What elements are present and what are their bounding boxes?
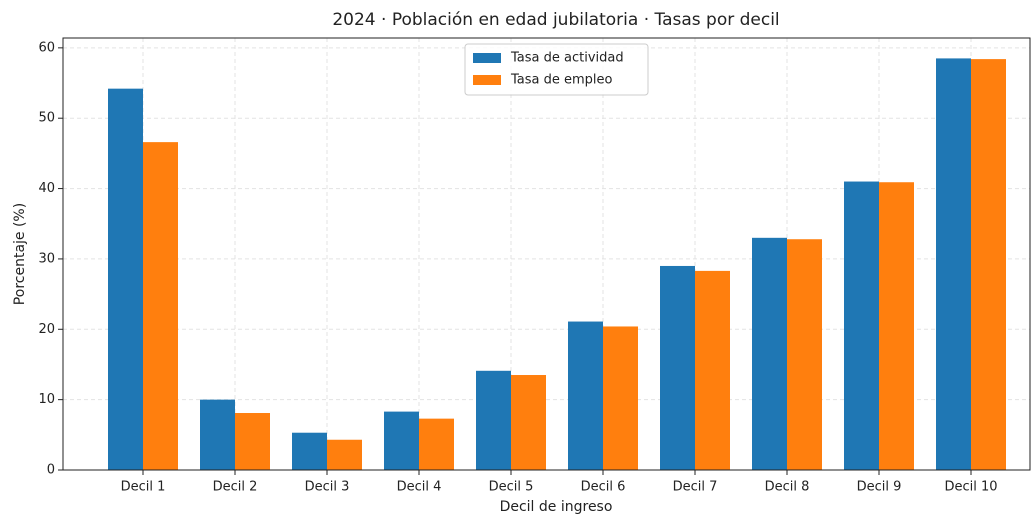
plot-frame [62,37,1031,471]
legend-box [464,43,649,96]
bar [292,432,327,470]
x-tick-label: Decil 8 [765,480,810,495]
x-tick-label: Decil 10 [944,480,997,495]
bar [419,418,454,470]
y-tick-label: 60 [38,40,55,55]
x-tick-label: Decil 7 [673,480,718,495]
y-axis-label: Porcentaje (%) [12,203,28,305]
bar [200,399,235,470]
bar [879,182,914,470]
x-tick-label: Decil 4 [397,480,442,495]
x-tick-label: Decil 1 [121,480,166,495]
legend-swatch [473,75,501,85]
x-tick-label: Decil 3 [305,480,350,495]
bar [327,439,362,470]
bar [143,142,178,470]
bar [235,413,270,470]
legend-label: Tasa de actividad [510,51,624,66]
bar [476,370,511,470]
bar [787,239,822,470]
bar [936,58,971,471]
x-tick-label: Decil 5 [489,480,534,495]
bar [752,237,787,470]
x-tick-label: Decil 2 [213,480,258,495]
bar [108,88,143,470]
bar [695,270,730,470]
x-tick-label: Decil 9 [857,480,902,495]
x-axis-label: Decil de ingreso [500,499,613,515]
y-tick-label: 50 [38,111,55,126]
y-tick-label: 0 [47,463,55,478]
y-tick-label: 20 [38,322,55,337]
bar [384,411,419,470]
x-tick-label: Decil 6 [581,480,626,495]
legend-label: Tasa de empleo [510,73,613,88]
legend-swatch [473,53,501,63]
bar [603,326,638,470]
bar [511,375,546,470]
y-tick-label: 30 [38,251,55,266]
bar [971,59,1006,471]
chart-title: 2024 · Población en edad jubilatoria · T… [332,10,779,30]
bar [568,321,603,470]
y-tick-label: 10 [38,392,55,407]
bar [844,181,879,470]
bar [660,265,695,470]
y-tick-label: 40 [38,181,55,196]
